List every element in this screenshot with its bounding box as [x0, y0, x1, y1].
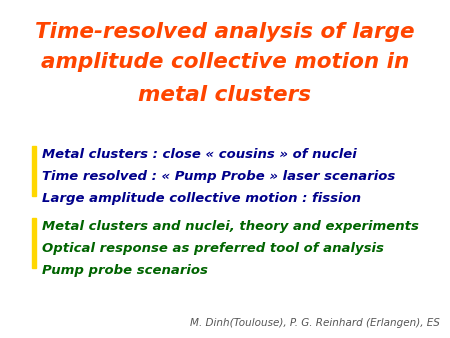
Text: Time-resolved analysis of large: Time-resolved analysis of large	[35, 22, 415, 42]
Text: Large amplitude collective motion : fission: Large amplitude collective motion : fiss…	[42, 192, 361, 205]
Text: amplitude collective motion in: amplitude collective motion in	[41, 52, 409, 72]
Bar	[32, 218, 36, 268]
Text: Pump probe scenarios: Pump probe scenarios	[42, 264, 208, 277]
Text: metal clusters: metal clusters	[139, 85, 311, 105]
Text: Metal clusters and nuclei, theory and experiments: Metal clusters and nuclei, theory and ex…	[42, 220, 419, 233]
Text: Time resolved : « Pump Probe » laser scenarios: Time resolved : « Pump Probe » laser sce…	[42, 170, 395, 183]
Text: Metal clusters : close « cousins » of nuclei: Metal clusters : close « cousins » of nu…	[42, 148, 357, 161]
Bar	[32, 146, 36, 196]
Text: Optical response as preferred tool of analysis: Optical response as preferred tool of an…	[42, 242, 384, 255]
Text: M. Dinh(Toulouse), P. G. Reinhard (Erlangen), ES: M. Dinh(Toulouse), P. G. Reinhard (Erlan…	[190, 318, 440, 328]
